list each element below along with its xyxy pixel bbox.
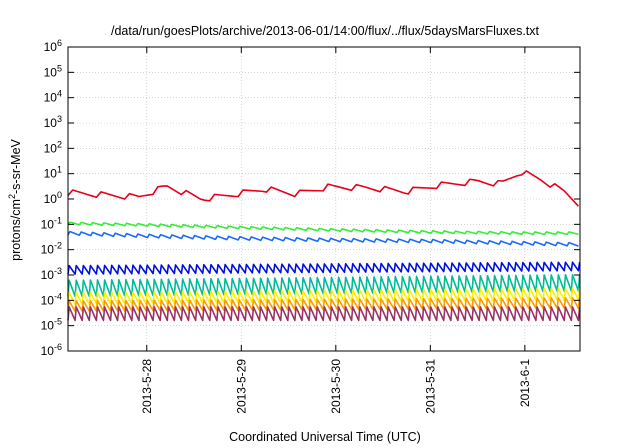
series-group — [67, 170, 581, 322]
tick-marks — [68, 46, 580, 352]
y-tick-label: 105 — [44, 63, 62, 79]
y-tick-label: 10-6 — [41, 342, 62, 358]
y-tick-label: 10-4 — [41, 291, 62, 307]
x-tick-labels: 2013-5-28 2013-5-29 2013-5-30 2013-5-31 2013… — [140, 359, 532, 414]
y-tick-label: 10-3 — [41, 266, 62, 282]
x-tick-label: 2013-6-1 — [518, 359, 532, 407]
series-line-5 — [67, 273, 581, 298]
x-tick-label: 2013-5-30 — [329, 359, 343, 414]
x-axis-label: Coordinated Universal Time (UTC) — [229, 430, 421, 444]
series-line-8 — [67, 306, 581, 322]
y-tick-label: 10-5 — [41, 317, 62, 333]
y-tick-label: 102 — [44, 139, 62, 155]
y-tick-labels: 106 105 104 103 102 101 100 10-1 10-2 10-3 10-4 10-… — [41, 38, 62, 358]
x-tick-label: 2013-5-29 — [234, 359, 248, 414]
series-line-2 — [67, 221, 579, 236]
chart-title: /data/run/goesPlots/archive/2013-06-01/1… — [111, 24, 540, 38]
y-tick-label: 104 — [44, 89, 62, 105]
y-tick-label: 100 — [44, 190, 62, 206]
y-tick-label: 10-1 — [41, 215, 62, 231]
y-axis-label-sup: 2 — [7, 194, 17, 199]
y-tick-label: 103 — [44, 114, 62, 130]
x-tick-label: 2013-5-28 — [140, 359, 154, 414]
y-axis-label: protons/cm2-s-sr-MeV — [7, 138, 23, 260]
y-tick-label: 106 — [44, 38, 62, 54]
y-tick-label: 101 — [44, 165, 62, 181]
y-tick-label: 10-2 — [41, 241, 62, 257]
series-line-1 — [67, 170, 580, 207]
series-line-6 — [67, 287, 581, 306]
x-tick-label: 2013-5-31 — [423, 359, 437, 414]
series-line-7 — [67, 296, 581, 312]
series-line-3 — [67, 230, 579, 247]
series-line-4 — [67, 261, 581, 275]
